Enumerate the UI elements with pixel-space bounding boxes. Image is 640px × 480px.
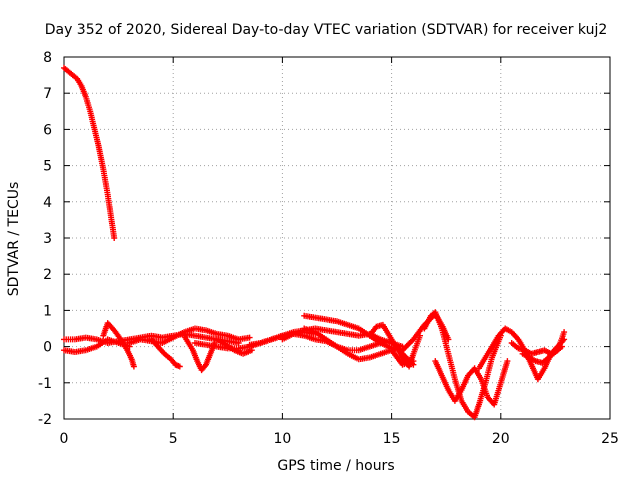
y-tick-label: 6	[43, 122, 52, 138]
data-point-markers	[366, 321, 423, 370]
x-tick-label: 25	[601, 431, 619, 447]
series-sat-p	[432, 358, 511, 408]
data-point-markers	[213, 336, 255, 357]
chart-title: Day 352 of 2020, Sidereal Day-to-day VTE…	[45, 22, 608, 38]
x-tick-label: 10	[273, 431, 291, 447]
y-tick-label: -1	[38, 376, 52, 392]
y-tick-label: -2	[38, 412, 52, 428]
y-axis-label: SDTVAR / TECUs	[6, 182, 22, 297]
axis-ticks	[63, 56, 611, 420]
y-tick-label: 7	[43, 86, 52, 102]
series-sat-m	[301, 325, 417, 368]
series-sat-n	[366, 321, 423, 370]
series-sat-i	[213, 336, 255, 357]
data-point-markers	[100, 320, 137, 370]
data-point-markers	[301, 325, 417, 368]
y-tick-label: 0	[43, 340, 52, 356]
series-sat-a	[61, 64, 118, 241]
y-tick-label: 2	[43, 267, 52, 283]
y-tick-label: 3	[43, 231, 52, 247]
series-sat-f	[148, 336, 183, 370]
y-tick-label: 4	[43, 195, 52, 211]
data-points	[61, 64, 568, 421]
series-sat-s	[519, 343, 565, 366]
x-axis-label: GPS time / hours	[277, 458, 394, 474]
series-sat-d	[100, 320, 137, 370]
data-point-markers	[432, 358, 511, 408]
x-tick-label: 20	[492, 431, 510, 447]
y-tick-label: 8	[43, 50, 52, 66]
x-tick-labels: 0 5 10 15 20 25	[60, 431, 619, 447]
y-tick-label: 1	[43, 303, 52, 319]
data-point-markers	[61, 64, 118, 241]
x-tick-label: 5	[169, 431, 178, 447]
y-tick-labels: -2 -1 0 1 2 3 4 5 6 7 8	[38, 50, 52, 428]
x-tick-label: 0	[60, 431, 69, 447]
data-point-markers	[148, 336, 183, 370]
x-tick-label: 15	[383, 431, 401, 447]
data-point-markers	[519, 343, 565, 366]
y-tick-label: 5	[43, 159, 52, 175]
